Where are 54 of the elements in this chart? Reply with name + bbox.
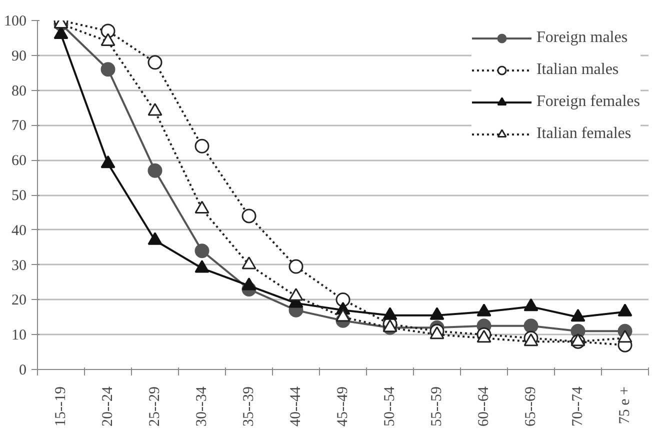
point bbox=[618, 330, 632, 343]
y-tick-label: 80 bbox=[12, 83, 26, 100]
y-tick-label: 30 bbox=[12, 258, 26, 274]
point bbox=[194, 200, 210, 214]
x-tick-label: 15--19 bbox=[53, 386, 69, 426]
point bbox=[100, 62, 116, 77]
point bbox=[336, 292, 350, 307]
point bbox=[288, 259, 304, 274]
y-tick-label: 20 bbox=[12, 292, 26, 309]
x-tick-label: 65--69 bbox=[523, 386, 539, 426]
point bbox=[336, 308, 350, 322]
point bbox=[476, 304, 492, 316]
point bbox=[194, 260, 210, 273]
y-tick-label: 90 bbox=[12, 48, 26, 64]
y-tick-label: 10 bbox=[12, 328, 26, 344]
legend-label: Italian males bbox=[536, 61, 619, 79]
point bbox=[288, 288, 304, 301]
y-tick-label: 40 bbox=[12, 222, 26, 239]
point bbox=[148, 163, 162, 178]
point bbox=[148, 55, 162, 70]
point bbox=[194, 244, 210, 258]
point bbox=[524, 298, 538, 312]
x-tick-label: 30--34 bbox=[194, 386, 210, 426]
x-tick-label: 55--59 bbox=[429, 386, 445, 426]
point bbox=[194, 138, 210, 154]
x-tick-label: 45--49 bbox=[335, 386, 351, 426]
point bbox=[430, 307, 444, 320]
y-tick-label: 70 bbox=[12, 118, 26, 134]
y-tick-label: 60 bbox=[12, 153, 26, 170]
point bbox=[242, 277, 256, 290]
x-tick-label: 50--54 bbox=[382, 386, 398, 426]
legend-label: Italian females bbox=[536, 125, 632, 143]
x-tick-label: 75 e + bbox=[617, 386, 633, 424]
x-tick-label: 40--44 bbox=[288, 386, 304, 426]
legend-label: Foreign males bbox=[536, 29, 628, 47]
point bbox=[100, 155, 116, 168]
point bbox=[148, 232, 162, 245]
point bbox=[618, 304, 632, 316]
x-tick-label: 60--64 bbox=[476, 386, 492, 426]
y-tick-label: 0 bbox=[19, 362, 26, 378]
point bbox=[100, 24, 116, 38]
x-tick-label: 35--39 bbox=[241, 386, 257, 426]
point bbox=[570, 333, 586, 346]
y-tick-label: 50 bbox=[12, 188, 26, 204]
x-tick-label: 20--24 bbox=[100, 386, 116, 426]
point bbox=[570, 308, 586, 322]
y-tick-label: 100 bbox=[4, 14, 26, 30]
x-tick-label: 25--29 bbox=[147, 386, 163, 426]
point bbox=[242, 208, 256, 224]
x-tick-label: 70--74 bbox=[570, 386, 586, 426]
point bbox=[242, 256, 256, 270]
point bbox=[382, 307, 398, 320]
legend-label: Foreign females bbox=[536, 93, 640, 111]
point bbox=[524, 318, 538, 334]
